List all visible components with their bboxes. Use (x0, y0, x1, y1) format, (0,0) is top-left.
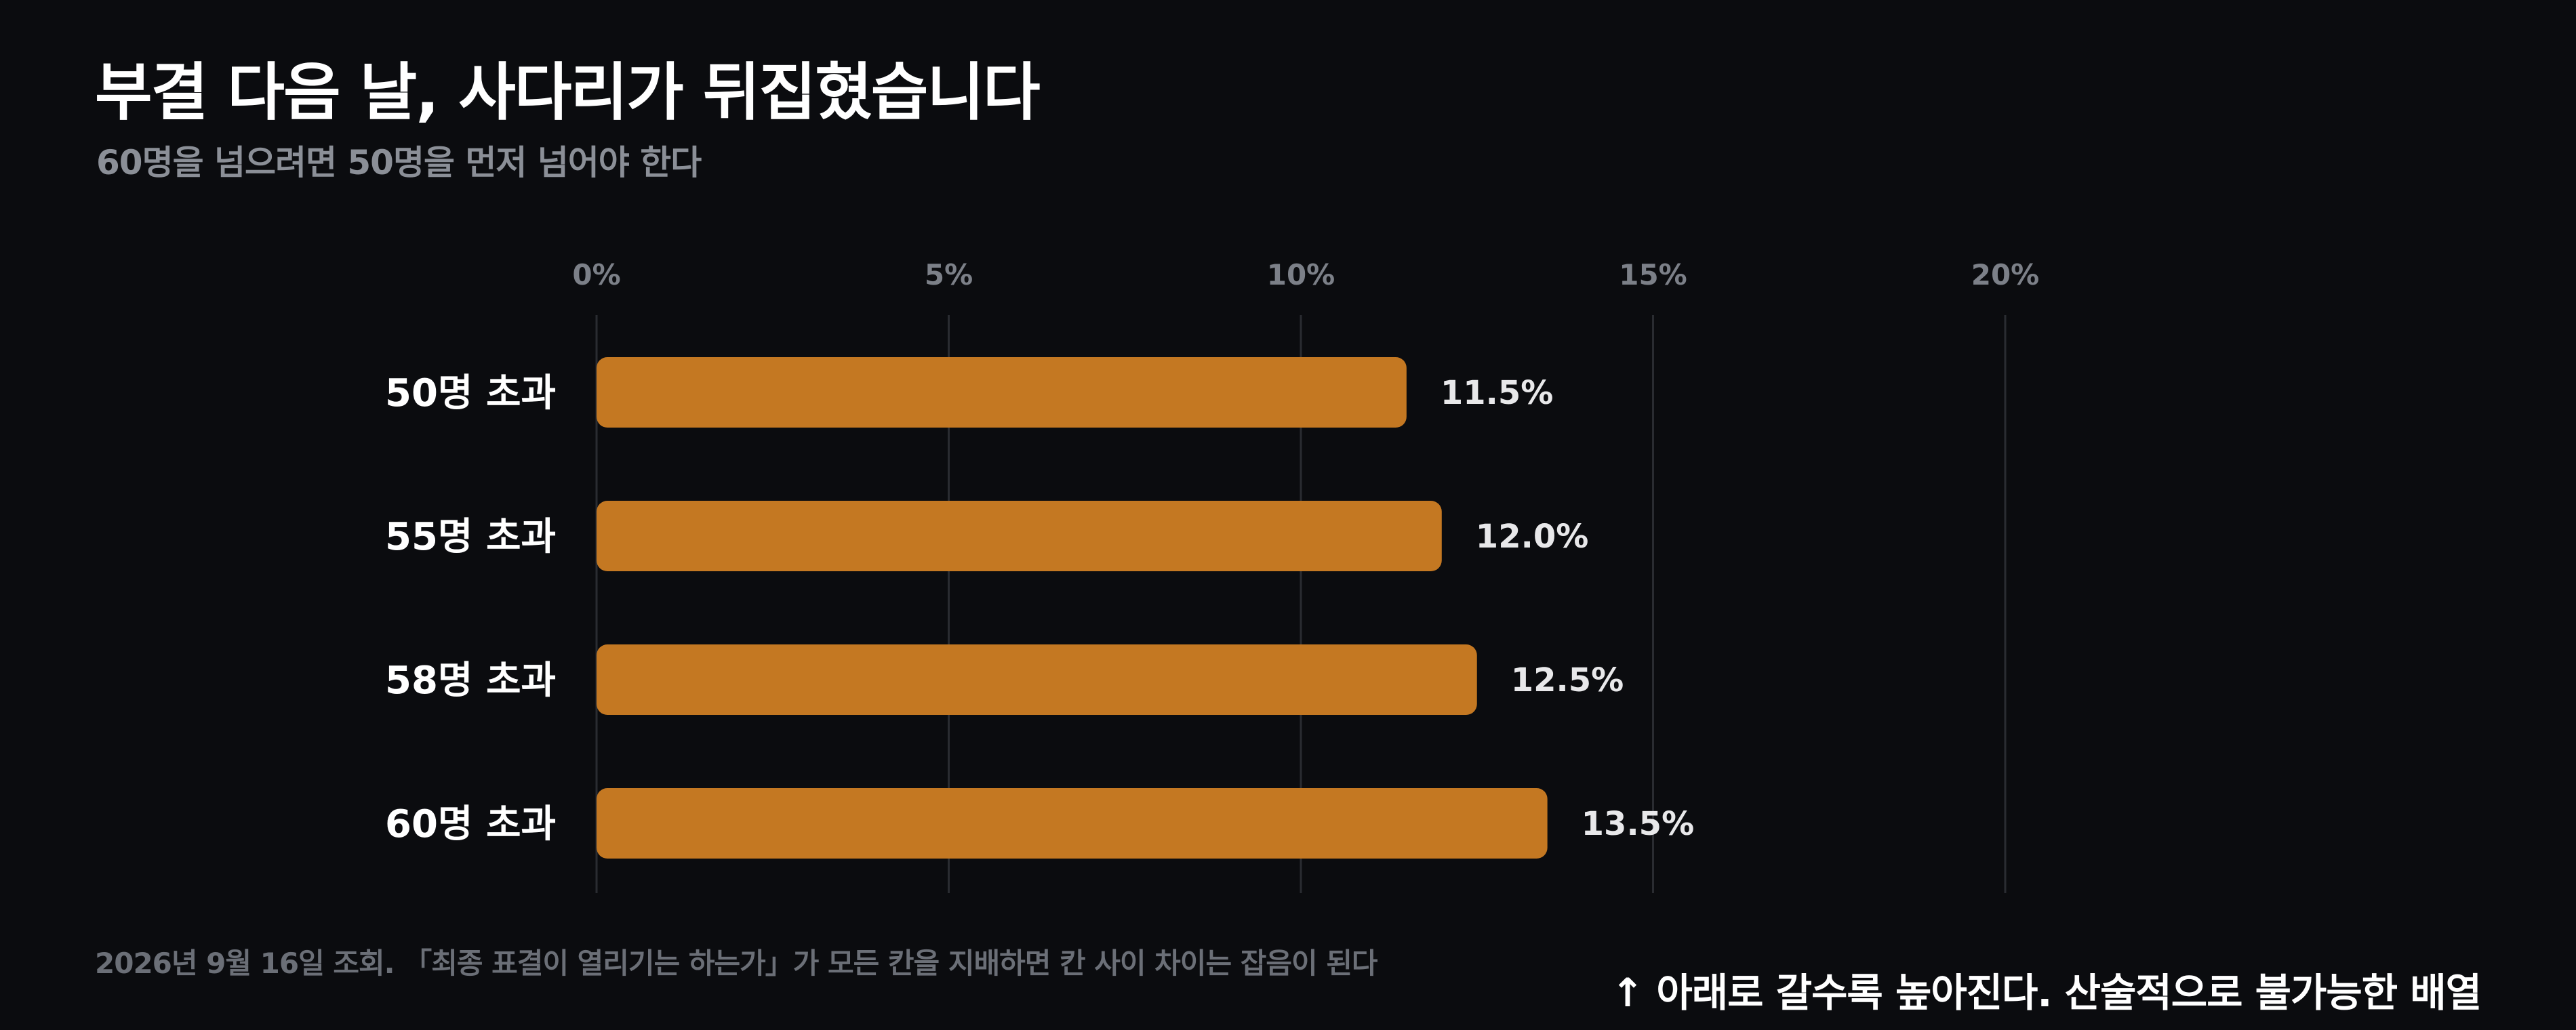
x-tick-label: 15% (1619, 258, 1687, 291)
value-label: 13.5% (1582, 805, 1695, 843)
chart-title: 부결 다음 날, 사다리가 뒤집혔습니다 (95, 56, 1041, 129)
bar (597, 501, 1442, 571)
value-labels: 11.5% 12.0% 12.5% 13.5% (1441, 374, 1694, 843)
category-label: 58명 초과 (385, 659, 556, 703)
x-tick-label: 20% (1971, 258, 2040, 291)
footnote: 2026년 9월 16일 조회. 「최종 표결이 열리기는 하는가」가 모든 칸… (95, 947, 1378, 980)
category-label: 50명 초과 (385, 371, 556, 415)
x-axis-ticks: 0% 5% 10% 15% 20% (572, 258, 2039, 291)
bar (597, 644, 1477, 715)
x-tick-label: 5% (925, 258, 973, 291)
x-tick-label: 10% (1267, 258, 1335, 291)
category-labels: 50명 초과 55명 초과 58명 초과 60명 초과 (385, 371, 556, 846)
category-label: 60명 초과 (385, 802, 556, 846)
bars (597, 357, 1548, 859)
value-label: 11.5% (1441, 374, 1554, 412)
value-label: 12.0% (1476, 518, 1589, 556)
category-label: 55명 초과 (385, 515, 556, 559)
annotation: ↑ 아래로 갈수록 높아진다. 산술적으로 불가능한 배열 (1611, 970, 2482, 1016)
value-label: 12.5% (1511, 661, 1624, 699)
chart-subtitle: 60명을 넘으려면 50명을 먼저 넘어야 한다 (96, 143, 702, 182)
bar (597, 788, 1548, 859)
bar (597, 357, 1407, 428)
x-tick-label: 0% (572, 258, 620, 291)
